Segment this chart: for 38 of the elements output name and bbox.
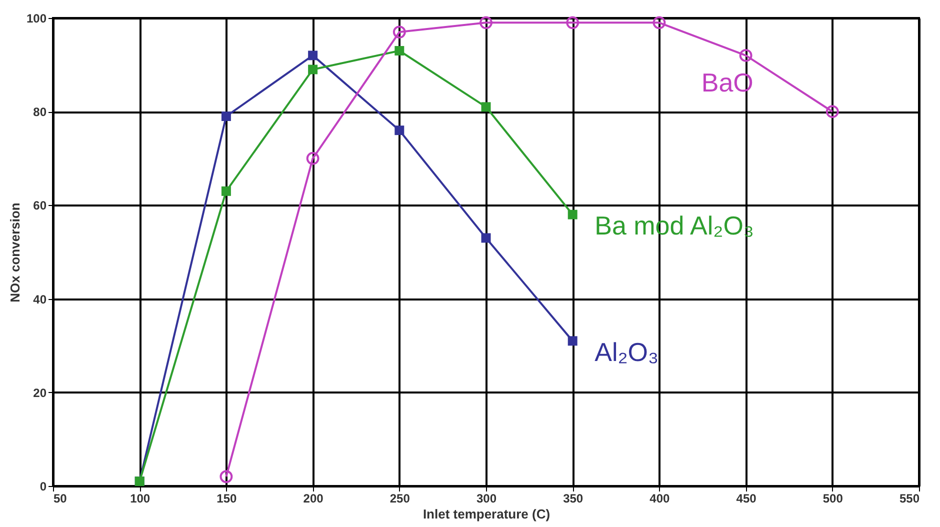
y-tick-label: 100 xyxy=(26,12,47,26)
point xyxy=(392,26,406,39)
y-axis-title: NOx conversion xyxy=(7,202,22,302)
y-tick-label: 80 xyxy=(33,105,47,120)
point xyxy=(568,336,578,346)
x-tick-label: 500 xyxy=(822,492,844,506)
x-tick-label: 300 xyxy=(476,492,497,506)
point xyxy=(739,48,752,62)
point xyxy=(480,16,492,30)
x-tick-label: 150 xyxy=(216,492,238,506)
x-tick-label: 200 xyxy=(303,492,324,506)
point xyxy=(220,470,233,484)
point xyxy=(568,210,578,220)
y-tick-label: 0 xyxy=(40,480,47,494)
point xyxy=(394,46,404,56)
x-tick-label: 50 xyxy=(54,492,68,506)
point xyxy=(221,186,231,196)
point xyxy=(652,16,666,30)
point xyxy=(566,16,580,30)
x-axis-title: Inlet temperature (C) xyxy=(422,506,550,522)
y-tick-label: 20 xyxy=(33,386,47,400)
point xyxy=(481,102,491,112)
x-tick-label: 400 xyxy=(650,492,670,506)
point xyxy=(826,105,839,118)
series-label: Al₂O₃ xyxy=(594,336,659,367)
x-tick-label: 350 xyxy=(563,492,584,506)
x-tick-label: 100 xyxy=(130,492,150,506)
y-tick-label: 40 xyxy=(33,292,47,306)
y-tick-label: 60 xyxy=(33,198,47,213)
point xyxy=(308,50,318,60)
point xyxy=(221,112,231,122)
point xyxy=(394,126,404,136)
x-tick-label: 550 xyxy=(899,492,920,506)
point xyxy=(308,64,318,74)
x-tick-label: 250 xyxy=(390,492,410,506)
x-tick-label: 450 xyxy=(736,492,757,506)
point xyxy=(481,233,491,243)
point xyxy=(306,152,320,165)
